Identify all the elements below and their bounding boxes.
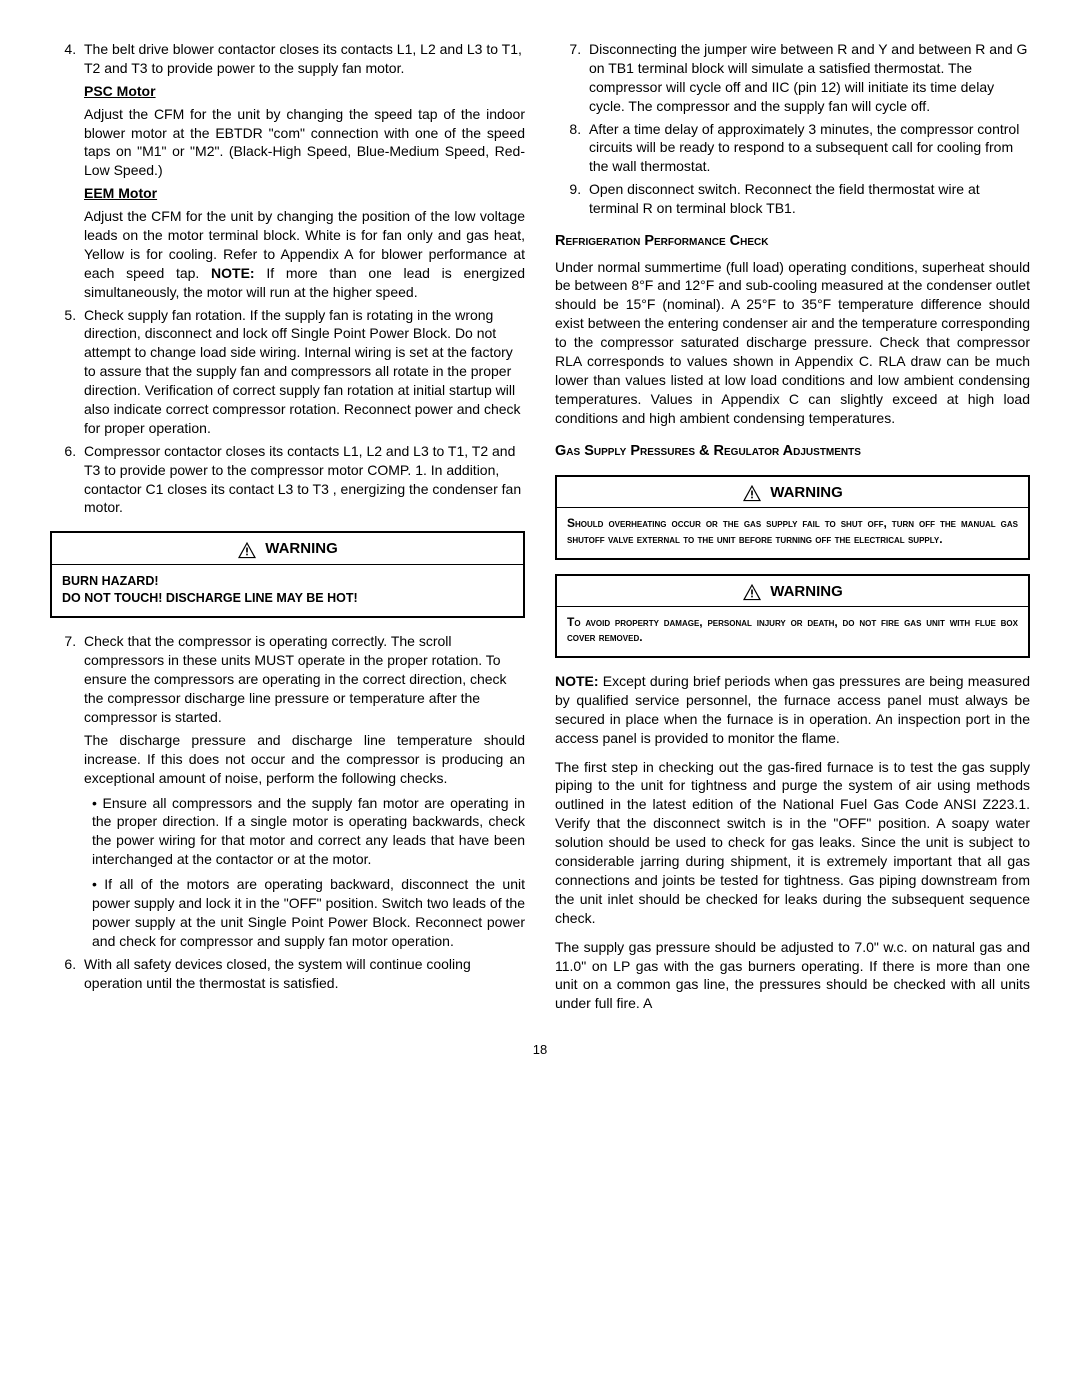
gas-check-p2: The first step in checking out the gas-f… bbox=[555, 758, 1030, 928]
left-list-b: Check that the compressor is operating c… bbox=[50, 632, 525, 950]
right-item-8: After a time delay of approximately 3 mi… bbox=[585, 120, 1030, 177]
warning-box-fluebox: WARNING To avoid property damage, person… bbox=[555, 574, 1030, 658]
right-item-7: Disconnecting the jumper wire between R … bbox=[585, 40, 1030, 116]
warning-burn-line2: DO NOT TOUCH! DISCHARGE LINE MAY BE HOT! bbox=[62, 591, 358, 605]
eem-note: NOTE: bbox=[211, 265, 255, 281]
left-column: The belt drive blower contactor closes i… bbox=[50, 40, 525, 1023]
right-list: Disconnecting the jumper wire between R … bbox=[555, 40, 1030, 218]
warning-burn-line1: BURN HAZARD! bbox=[62, 574, 159, 588]
warning-overheat-label: WARNING bbox=[770, 483, 843, 503]
warning-triangle-icon bbox=[742, 484, 762, 502]
item7a-text: Check that the compressor is operating c… bbox=[84, 633, 507, 725]
eem-motor-body: Adjust the CFM for the unit by changing … bbox=[84, 207, 525, 301]
left-item-6a: Compressor contactor closes its contacts… bbox=[80, 442, 525, 518]
warning-burn-body: BURN HAZARD! DO NOT TOUCH! DISCHARGE LIN… bbox=[52, 565, 523, 617]
warning-fluebox-head: WARNING bbox=[557, 576, 1028, 607]
item7-bullet2: • If all of the motors are operating bac… bbox=[92, 875, 525, 951]
right-item-9: Open disconnect switch. Reconnect the fi… bbox=[585, 180, 1030, 218]
left-list-c: With all safety devices closed, the syst… bbox=[50, 955, 525, 993]
item7-bullet1: • Ensure all compressors and the supply … bbox=[92, 794, 525, 870]
psc-motor-body: Adjust the CFM for the unit by changing … bbox=[84, 105, 525, 181]
left-item-6b: With all safety devices closed, the syst… bbox=[80, 955, 525, 993]
warning-fluebox-body: To avoid property damage, personal injur… bbox=[557, 607, 1028, 656]
warning-triangle-icon bbox=[237, 541, 257, 559]
warning-overheat-body: Should overheating occur or the gas supp… bbox=[557, 508, 1028, 557]
warning-box-burn: WARNING BURN HAZARD! DO NOT TOUCH! DISCH… bbox=[50, 531, 525, 618]
item7b-text: The discharge pressure and discharge lin… bbox=[84, 731, 525, 788]
warning-burn-head: WARNING bbox=[52, 533, 523, 564]
gas-check-p3: The supply gas pressure should be adjust… bbox=[555, 938, 1030, 1014]
left-item-4: The belt drive blower contactor closes i… bbox=[80, 40, 525, 302]
psc-motor-head: PSC Motor bbox=[84, 82, 525, 101]
gas-supply-head: Gas Supply Pressures & Regulator Adjustm… bbox=[555, 442, 1030, 462]
warning-overheat-head: WARNING bbox=[557, 477, 1028, 508]
left-list-a: The belt drive blower contactor closes i… bbox=[50, 40, 525, 517]
warning-burn-label: WARNING bbox=[265, 539, 338, 559]
refrigeration-body: Under normal summertime (full load) oper… bbox=[555, 258, 1030, 428]
left-item-7: Check that the compressor is operating c… bbox=[80, 632, 525, 950]
eem-motor-head: EEM Motor bbox=[84, 184, 525, 203]
item4-text: The belt drive blower contactor closes i… bbox=[84, 41, 522, 76]
page-number: 18 bbox=[50, 1041, 1030, 1059]
note-paragraph: NOTE: Except during brief periods when g… bbox=[555, 672, 1030, 748]
right-column: Disconnecting the jumper wire between R … bbox=[555, 40, 1030, 1023]
refrigeration-head: Refrigeration Performance Check bbox=[555, 232, 1030, 252]
warning-box-overheat: WARNING Should overheating occur or the … bbox=[555, 475, 1030, 559]
note-lead: NOTE: bbox=[555, 673, 599, 689]
warning-fluebox-label: WARNING bbox=[770, 582, 843, 602]
note-body: Except during brief periods when gas pre… bbox=[555, 673, 1030, 746]
left-item-5: Check supply fan rotation. If the supply… bbox=[80, 306, 525, 438]
warning-triangle-icon bbox=[742, 583, 762, 601]
